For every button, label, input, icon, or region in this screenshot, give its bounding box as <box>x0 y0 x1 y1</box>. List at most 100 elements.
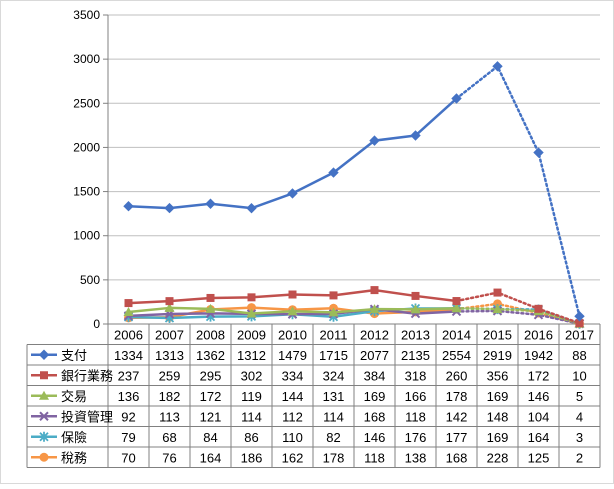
legend-entry: 稅務 <box>31 450 87 465</box>
data-point <box>328 307 339 317</box>
legend-marker <box>39 431 49 442</box>
x-tick-label: 2011 <box>320 327 348 342</box>
data-point <box>370 286 379 295</box>
data-label: 131 <box>323 389 345 404</box>
data-label: 384 <box>364 368 386 383</box>
data-label: 172 <box>200 389 222 404</box>
data-label: 169 <box>364 389 386 404</box>
x-tick-label: 2010 <box>278 327 307 342</box>
data-label: 82 <box>326 430 340 445</box>
data-point <box>164 302 175 312</box>
data-point <box>411 291 420 300</box>
legend-label: 投資管理 <box>61 409 113 424</box>
data-label: 1942 <box>524 348 553 363</box>
data-label: 3 <box>576 430 583 445</box>
data-label: 146 <box>364 430 386 445</box>
data-label: 2135 <box>401 348 430 363</box>
data-label: 178 <box>323 450 345 465</box>
data-label: 302 <box>241 368 263 383</box>
data-point <box>533 147 544 158</box>
data-label: 178 <box>446 389 468 404</box>
legend-label: 稅務 <box>61 450 87 465</box>
data-label: 10 <box>572 368 586 383</box>
x-tick-label: 2006 <box>114 327 143 342</box>
data-label: 356 <box>487 368 509 383</box>
data-point <box>534 304 543 313</box>
data-point <box>246 202 257 214</box>
data-label: 4 <box>576 409 583 424</box>
data-point <box>246 308 257 318</box>
data-point <box>492 304 503 314</box>
data-point <box>165 297 174 306</box>
data-label: 182 <box>159 389 181 404</box>
data-point <box>492 61 503 72</box>
data-label: 84 <box>203 430 217 445</box>
data-label: 1479 <box>278 348 307 363</box>
legend-marker <box>40 371 48 380</box>
data-label: 144 <box>282 389 304 404</box>
data-label: 334 <box>282 368 304 383</box>
data-label: 76 <box>162 450 176 465</box>
data-label: 125 <box>528 450 550 465</box>
y-tick-label: 1500 <box>73 185 100 199</box>
data-label: 1313 <box>155 348 184 363</box>
series-line-dotted <box>455 64 581 318</box>
legend-label: 保險 <box>61 430 87 445</box>
data-point <box>287 306 298 316</box>
data-point <box>493 288 502 297</box>
legend-marker <box>39 411 49 421</box>
data-label: 237 <box>118 368 140 383</box>
legend-entry: 銀行業務 <box>31 368 113 383</box>
data-label: 164 <box>528 430 550 445</box>
data-label: 142 <box>446 409 468 424</box>
legend-entry: 支付 <box>31 348 87 363</box>
y-tick-label: 3000 <box>73 52 100 66</box>
data-point <box>123 201 134 212</box>
data-point <box>410 304 421 314</box>
data-label: 2554 <box>442 348 471 363</box>
data-label: 260 <box>446 368 468 383</box>
legend-marker <box>39 452 49 462</box>
data-point <box>575 319 584 328</box>
series-支付 <box>123 61 585 322</box>
x-tick-label: 2007 <box>155 327 184 342</box>
data-label: 104 <box>528 409 550 424</box>
legend-label: 交易 <box>61 389 87 404</box>
data-label: 186 <box>241 450 263 465</box>
data-label: 169 <box>487 430 509 445</box>
y-tick-label: 0 <box>93 317 100 331</box>
data-point <box>247 303 256 313</box>
data-point <box>287 188 298 199</box>
x-tick-label: 2014 <box>442 327 471 342</box>
y-tick-label: 2500 <box>73 96 100 110</box>
series-line-dotted <box>455 291 581 325</box>
data-label: 119 <box>241 389 262 404</box>
data-point <box>410 130 421 141</box>
data-label: 228 <box>487 450 509 465</box>
data-label: 166 <box>405 389 427 404</box>
data-label: 2077 <box>360 348 389 363</box>
series-line-dotted <box>455 307 581 325</box>
data-point <box>288 290 297 299</box>
data-label: 318 <box>405 368 427 383</box>
legend-label: 支付 <box>61 348 87 363</box>
x-tick-label: 2008 <box>196 327 225 342</box>
data-label: 112 <box>282 409 303 424</box>
data-label: 114 <box>241 409 262 424</box>
data-label: 110 <box>282 430 303 445</box>
data-point <box>369 304 380 314</box>
y-tick-label: 500 <box>80 273 100 287</box>
y-tick-label: 2000 <box>73 140 100 154</box>
data-label: 138 <box>405 450 427 465</box>
x-tick-label: 2017 <box>565 327 594 342</box>
data-label: 1312 <box>237 348 266 363</box>
data-point <box>205 198 216 209</box>
data-point <box>574 311 585 322</box>
x-tick-label: 2012 <box>360 327 389 342</box>
data-point <box>206 293 215 302</box>
data-label: 121 <box>200 409 222 424</box>
data-label: 176 <box>405 430 427 445</box>
